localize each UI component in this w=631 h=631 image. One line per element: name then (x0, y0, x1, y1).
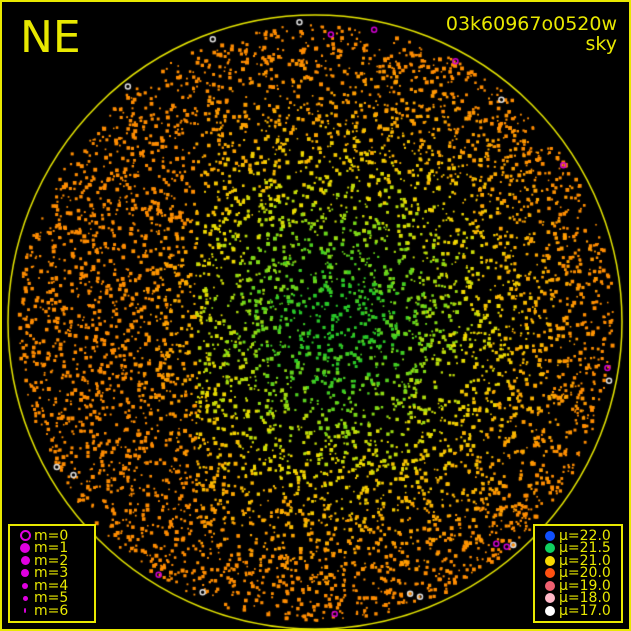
brightness-color-icon (541, 543, 559, 554)
image-title: 03k60967o0520w sky (446, 14, 617, 54)
brightness-legend-item: μ=22.0 (541, 527, 613, 544)
magnitude-symbol-icon (16, 543, 34, 554)
brightness-legend-label: μ=20.0 (559, 565, 611, 581)
brightness-legend-item: μ=21.5 (541, 540, 613, 556)
magnitude-legend-label: m=4 (34, 577, 69, 594)
direction-label: NE (20, 12, 81, 63)
brightness-color-icon (541, 580, 559, 591)
brightness-color-icon (541, 593, 559, 604)
magnitude-symbol-icon (16, 556, 34, 566)
brightness-color-icon (541, 530, 559, 541)
brightness-legend-label: μ=21.0 (559, 552, 611, 569)
brightness-legend-item: μ=21.0 (541, 552, 613, 569)
magnitude-legend-item: m=5 (16, 590, 86, 606)
brightness-legend-item: μ=20.0 (541, 565, 613, 581)
brightness-legend: μ=22.0 μ=21.5 μ=21.0 μ=20.0 μ=19.0 μ=18.0 μ=17… (533, 523, 623, 623)
brightness-legend-label: μ=18.0 (559, 590, 611, 606)
brightness-color-icon (541, 605, 559, 616)
image-subtitle: sky (585, 33, 617, 55)
magnitude-legend-label: m=5 (34, 590, 69, 606)
magnitude-legend-label: m=0 (34, 527, 69, 544)
magnitude-symbol-icon (16, 569, 34, 578)
brightness-color-icon (541, 555, 559, 566)
brightness-legend-item: μ=17.0 (541, 602, 613, 619)
magnitude-symbol-icon (16, 530, 34, 542)
brightness-color-icon (541, 568, 559, 579)
image-id: 03k60967o0520w (445, 13, 617, 35)
magnitude-symbol-icon (16, 582, 34, 589)
magnitude-symbol-icon (16, 608, 34, 614)
brightness-legend-item: μ=18.0 (541, 590, 613, 606)
magnitude-symbol-icon (16, 595, 34, 601)
brightness-legend-label: μ=21.5 (559, 540, 611, 556)
magnitude-legend-item: m=0 (16, 527, 86, 544)
magnitude-legend-label: m=6 (34, 602, 69, 619)
magnitude-legend-item: m=1 (16, 540, 86, 556)
magnitude-legend-label: m=2 (34, 552, 69, 569)
brightness-legend-label: μ=17.0 (559, 602, 611, 619)
magnitude-legend-item: m=3 (16, 565, 86, 581)
magnitude-legend-label: m=3 (34, 565, 69, 581)
magnitude-legend-item: m=2 (16, 552, 86, 569)
brightness-legend-label: μ=19.0 (559, 577, 611, 594)
magnitude-legend-item: m=4 (16, 577, 86, 594)
magnitude-legend: m=0 m=1 m=2 m=3 m=4 m=5 m=6 (8, 523, 96, 623)
magnitude-legend-label: m=1 (34, 540, 69, 556)
magnitude-legend-item: m=6 (16, 602, 86, 619)
brightness-legend-label: μ=22.0 (559, 527, 611, 544)
brightness-legend-item: μ=19.0 (541, 577, 613, 594)
